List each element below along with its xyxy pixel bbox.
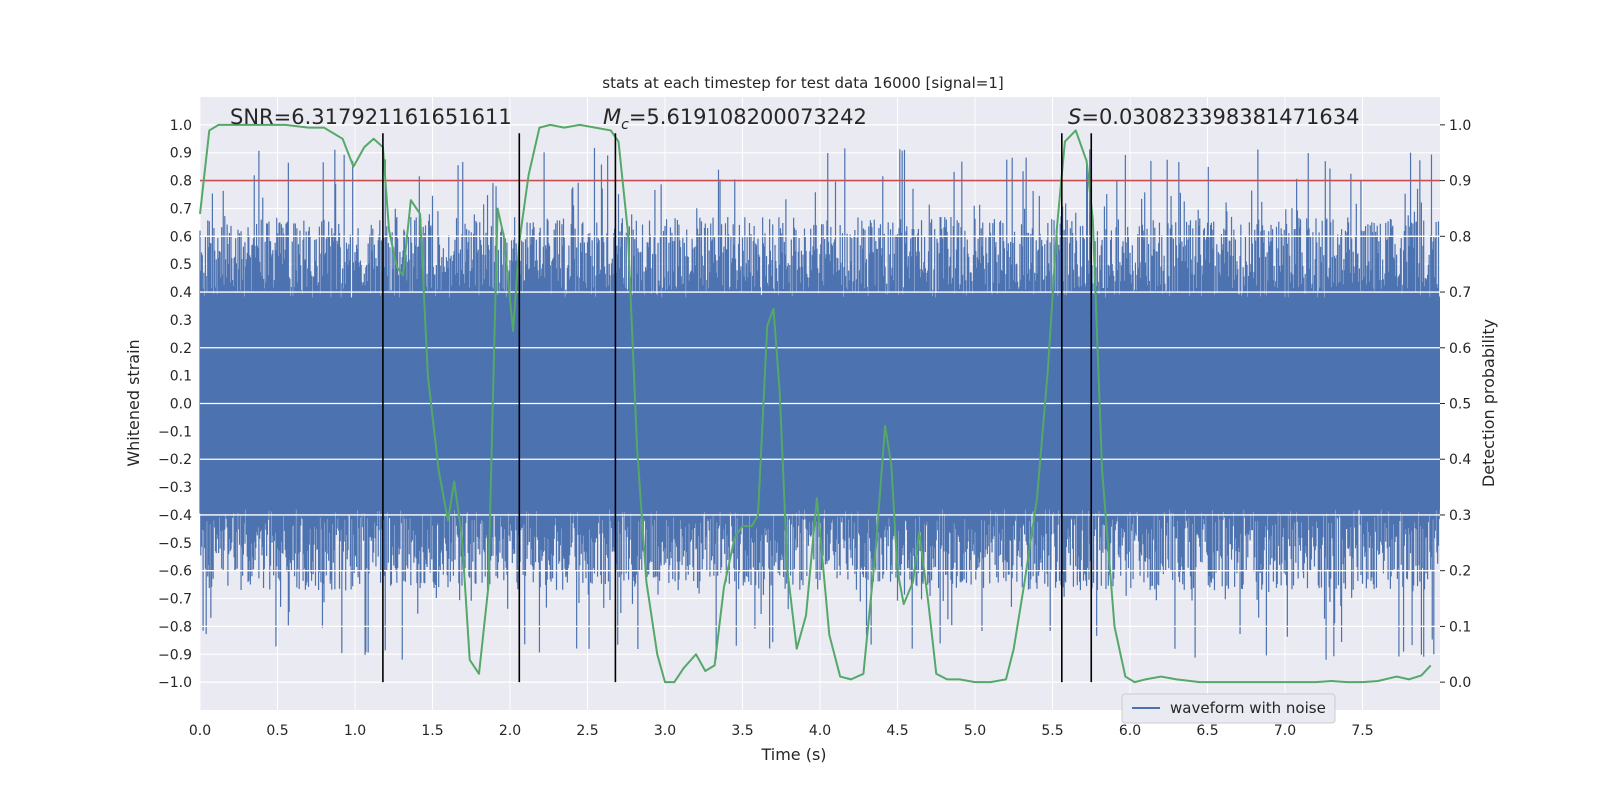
overlay	[199, 123, 1440, 684]
legend-label-waveform: waveform with noise	[1170, 699, 1326, 717]
y-tick-label: 0.9	[170, 146, 192, 162]
y2-tick-label: 0.4	[1449, 452, 1471, 468]
y-tick-label: −1.0	[158, 675, 192, 691]
y2-tick-label: 0.3	[1449, 508, 1471, 524]
y-tick-label: 0.0	[170, 397, 192, 413]
x-tick-label: 7.0	[1274, 723, 1296, 739]
probability-line	[199, 123, 1432, 684]
y-tick-label: −0.5	[158, 536, 192, 552]
chirp-mass-value: =5.619108200073242	[629, 105, 867, 129]
x-tick-label: 1.5	[421, 723, 443, 739]
x-tick-label: 7.5	[1351, 723, 1373, 739]
y2-tick-label: 0.8	[1449, 229, 1471, 245]
y2-tick-label: 0.2	[1449, 564, 1471, 580]
y-tick-label: −0.1	[158, 424, 192, 440]
y2-tick-label: 1.0	[1449, 118, 1471, 134]
x-tick-label: 2.0	[499, 723, 521, 739]
y-tick-label: −0.2	[158, 452, 192, 468]
x-tick-label: 6.5	[1196, 723, 1218, 739]
x-tick-label: 2.5	[576, 723, 598, 739]
x-tick-label: 6.0	[1119, 723, 1141, 739]
y-tick-label: 0.8	[170, 174, 192, 190]
spin-value: =0.030823398381471634	[1081, 105, 1359, 129]
x-tick-label: 3.0	[654, 723, 676, 739]
y2-tick-label: 0.5	[1449, 397, 1471, 413]
x-axis-label: Time (s)	[760, 745, 826, 764]
x-tick-label: 0.0	[189, 723, 211, 739]
y-tick-label: 0.3	[170, 313, 192, 329]
y2-tick-label: 0.0	[1449, 675, 1471, 691]
y-tick-label: 0.6	[170, 229, 192, 245]
chart-title: stats at each timestep for test data 160…	[602, 74, 1003, 92]
y2-tick-label: 0.6	[1449, 341, 1471, 357]
chirp-mass-annotation: Mc=5.619108200073242	[603, 105, 867, 133]
y-tick-label: −0.6	[158, 564, 192, 580]
y2-tick-label: 0.9	[1449, 174, 1471, 190]
y-tick-label: 0.5	[170, 257, 192, 273]
spin-symbol: S	[1068, 105, 1081, 129]
legend: waveform with noise	[1121, 693, 1336, 724]
x-axis-ticks: 0.0 0.5 1.0 1.5 2.0 2.5 3.0 3.5 4.0 4.5 5.0 5.5 6.0 6…	[189, 723, 1374, 739]
y-tick-label: 1.0	[170, 118, 192, 134]
y-tick-label: 0.1	[170, 369, 192, 385]
chirp-mass-subscript: c	[621, 117, 629, 133]
y-axis-label: Whitened strain	[124, 339, 143, 466]
snr-annotation: SNR=6.317921161651611	[230, 105, 512, 129]
y-tick-label: 0.2	[170, 341, 192, 357]
x-tick-label: 3.5	[731, 723, 753, 739]
y-axis-ticks: −1.0 −0.9 −0.8 −0.7 −0.6 −0.5 −0.4 −0.3 −0.2 −0.1…	[158, 118, 192, 691]
y2-axis-ticks: 0.0 0.1 0.2 0.3 0.4 0.5 0.6 0.7 0.8 0.9 1.0	[1440, 118, 1471, 691]
y-tick-label: 0.4	[170, 285, 192, 301]
x-tick-label: 4.0	[809, 723, 831, 739]
spin-annotation: S=0.030823398381471634	[1068, 105, 1359, 129]
x-tick-label: 5.5	[1041, 723, 1063, 739]
chirp-mass-symbol: M	[603, 105, 621, 129]
y-tick-label: −0.7	[158, 592, 192, 608]
legend-box	[1121, 693, 1336, 724]
y-tick-label: −0.8	[158, 619, 192, 635]
y2-tick-label: 0.7	[1449, 285, 1471, 301]
y2-tick-label: 0.1	[1449, 619, 1471, 635]
y2-axis-label: Detection probability	[1479, 319, 1498, 487]
x-tick-label: 4.5	[886, 723, 908, 739]
x-tick-label: 0.5	[266, 723, 288, 739]
y-tick-label: −0.3	[158, 480, 192, 496]
y-tick-label: −0.9	[158, 647, 192, 663]
x-tick-label: 1.0	[344, 723, 366, 739]
y-tick-label: −0.4	[158, 508, 192, 524]
y-tick-label: 0.7	[170, 201, 192, 217]
x-tick-label: 5.0	[964, 723, 986, 739]
